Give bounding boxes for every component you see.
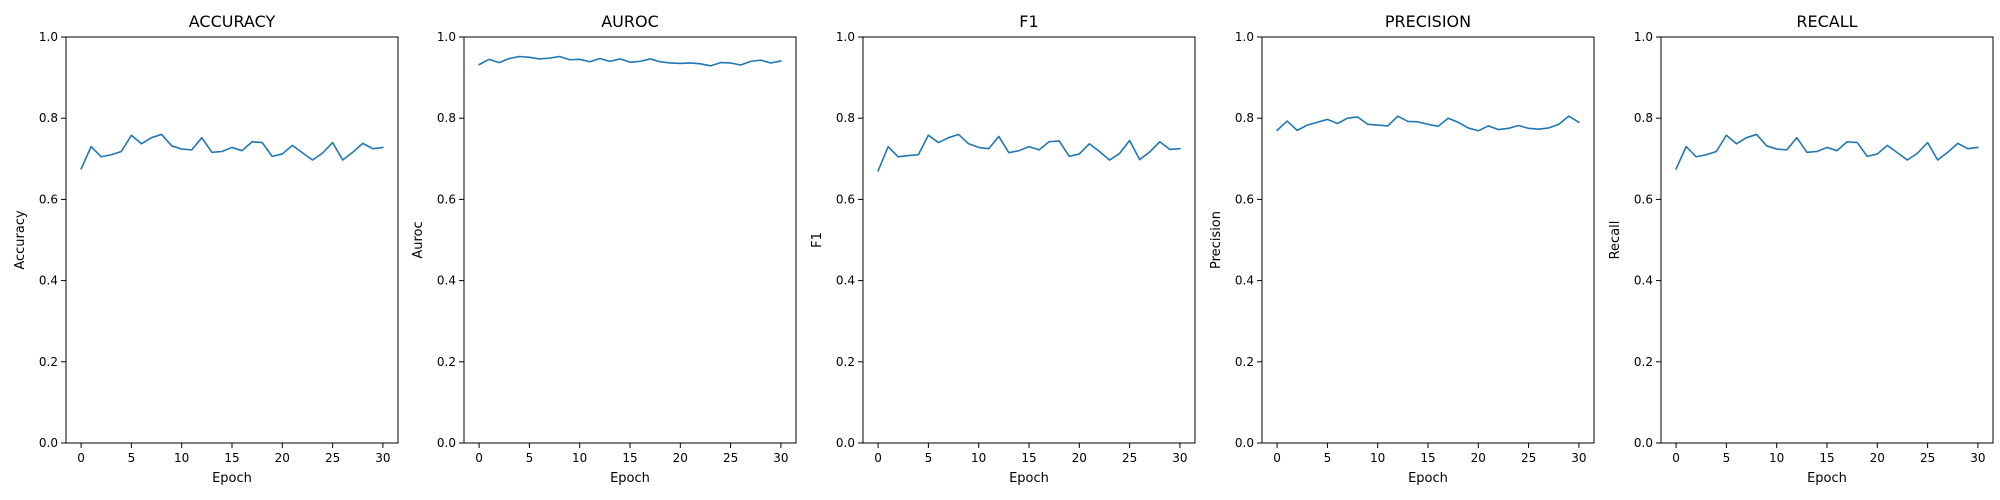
x-tick-label: 10 bbox=[174, 451, 189, 465]
plot-frame bbox=[65, 36, 399, 444]
y-axis-label: F1 bbox=[810, 232, 825, 248]
y-tick-label: 0.6 bbox=[1235, 192, 1254, 206]
y-axis-label: Accuracy bbox=[13, 210, 28, 270]
y-tick-label: 0.8 bbox=[437, 111, 456, 125]
y-tick-label: 0.0 bbox=[1634, 436, 1653, 450]
y-axis-label: Recall bbox=[1608, 221, 1623, 260]
x-tick-label: 25 bbox=[1920, 451, 1935, 465]
x-tick-label: 20 bbox=[673, 451, 688, 465]
x-tick-label: 30 bbox=[1571, 451, 1586, 465]
y-tick-label: 1.0 bbox=[1634, 30, 1653, 44]
plot-frame bbox=[463, 36, 797, 444]
plot-frame bbox=[1261, 36, 1595, 444]
y-tick-label: 0.4 bbox=[836, 274, 855, 288]
series-line bbox=[478, 55, 782, 67]
x-tick-label: 10 bbox=[971, 451, 986, 465]
series-line bbox=[877, 133, 1181, 172]
y-tick-label: 0.2 bbox=[437, 355, 456, 369]
x-axis-label: Epoch bbox=[1807, 471, 1847, 486]
y-tick-label: 0.6 bbox=[437, 192, 456, 206]
x-tick-label: 15 bbox=[1819, 451, 1834, 465]
x-tick-label: 10 bbox=[572, 451, 587, 465]
y-tick-label: 0.0 bbox=[39, 436, 58, 450]
y-tick-label: 1.0 bbox=[1235, 30, 1254, 44]
x-tick-label: 5 bbox=[1324, 451, 1332, 465]
x-tick-label: 25 bbox=[1122, 451, 1137, 465]
y-tick-label: 0.4 bbox=[437, 274, 456, 288]
x-tick-label: 15 bbox=[1021, 451, 1036, 465]
y-tick-label: 0.8 bbox=[1634, 111, 1653, 125]
y-tick-label: 0.8 bbox=[1235, 111, 1254, 125]
y-tick-label: 0.0 bbox=[437, 436, 456, 450]
plot-frame bbox=[862, 36, 1196, 444]
y-tick-label: 0.6 bbox=[836, 192, 855, 206]
y-tick-label: 0.2 bbox=[1634, 355, 1653, 369]
y-tick-label: 1.0 bbox=[836, 30, 855, 44]
x-tick-label: 25 bbox=[325, 451, 340, 465]
x-tick-label: 30 bbox=[773, 451, 788, 465]
x-tick-label: 20 bbox=[1471, 451, 1486, 465]
chart-panel-f1: F1 0.0 0.2 0.4 0.6 0.8 1.0 0 5 10 15 20 25 30 Epoch F1 bbox=[810, 12, 1196, 486]
y-tick-label: 0.6 bbox=[1634, 192, 1653, 206]
y-axis-label: Auroc bbox=[411, 221, 426, 258]
y-tick-label: 0.2 bbox=[1235, 355, 1254, 369]
y-tick-label: 0.2 bbox=[836, 355, 855, 369]
y-tick-label: 0.0 bbox=[836, 436, 855, 450]
y-tick-label: 0.4 bbox=[1634, 274, 1653, 288]
chart-title: RECALL bbox=[1796, 12, 1857, 31]
chart-title: ACCURACY bbox=[189, 12, 276, 31]
x-tick-label: 10 bbox=[1370, 451, 1385, 465]
y-tick-label: 1.0 bbox=[39, 30, 58, 44]
x-tick-label: 20 bbox=[1072, 451, 1087, 465]
x-tick-label: 0 bbox=[77, 451, 85, 465]
x-tick-label: 25 bbox=[723, 451, 738, 465]
y-tick-label: 0.4 bbox=[1235, 274, 1254, 288]
plot-frame bbox=[1660, 36, 1994, 444]
x-axis-label: Epoch bbox=[1009, 471, 1049, 486]
x-axis-label: Epoch bbox=[212, 471, 252, 486]
x-tick-label: 0 bbox=[1273, 451, 1281, 465]
x-tick-label: 0 bbox=[475, 451, 483, 465]
series-line bbox=[80, 133, 384, 170]
chart-panel-recall: RECALL 0.0 0.2 0.4 0.6 0.8 1.0 0 5 10 15 20 25 30 Epoc… bbox=[1608, 12, 1994, 486]
series-line bbox=[1276, 115, 1580, 132]
x-axis-label: Epoch bbox=[1408, 471, 1448, 486]
y-tick-label: 0.8 bbox=[39, 111, 58, 125]
x-tick-label: 20 bbox=[1870, 451, 1885, 465]
x-tick-label: 5 bbox=[526, 451, 534, 465]
x-tick-label: 15 bbox=[224, 451, 239, 465]
x-tick-label: 0 bbox=[874, 451, 882, 465]
x-tick-label: 30 bbox=[1172, 451, 1187, 465]
chart-title: PRECISION bbox=[1385, 12, 1471, 31]
chart-panel-accuracy: ACCURACY 0.0 0.2 0.4 0.6 0.8 1.0 0 5 10 15 20 25 30 Ep… bbox=[13, 12, 399, 486]
chart-title: F1 bbox=[1019, 12, 1038, 31]
x-tick-label: 20 bbox=[275, 451, 290, 465]
y-tick-label: 0.8 bbox=[836, 111, 855, 125]
y-axis-label: Precision bbox=[1209, 211, 1224, 269]
y-tick-label: 0.6 bbox=[39, 192, 58, 206]
x-tick-label: 10 bbox=[1769, 451, 1784, 465]
x-tick-label: 25 bbox=[1521, 451, 1536, 465]
x-tick-label: 5 bbox=[128, 451, 136, 465]
x-tick-label: 30 bbox=[375, 451, 390, 465]
y-tick-label: 1.0 bbox=[437, 30, 456, 44]
chart-title: AUROC bbox=[601, 12, 659, 31]
x-tick-label: 5 bbox=[1723, 451, 1731, 465]
chart-panel-auroc: AUROC 0.0 0.2 0.4 0.6 0.8 1.0 0 5 10 15 20 25 30 Epoch… bbox=[411, 12, 797, 486]
y-tick-label: 0.0 bbox=[1235, 436, 1254, 450]
x-tick-label: 5 bbox=[925, 451, 933, 465]
x-tick-label: 15 bbox=[1420, 451, 1435, 465]
x-axis-label: Epoch bbox=[610, 471, 650, 486]
y-tick-label: 0.2 bbox=[39, 355, 58, 369]
y-tick-label: 0.4 bbox=[39, 274, 58, 288]
x-tick-label: 30 bbox=[1970, 451, 1985, 465]
x-tick-label: 0 bbox=[1672, 451, 1680, 465]
series-line bbox=[1675, 133, 1979, 170]
chart-panel-precision: PRECISION 0.0 0.2 0.4 0.6 0.8 1.0 0 5 10 15 20 25 30 E… bbox=[1209, 12, 1595, 486]
x-tick-label: 15 bbox=[622, 451, 637, 465]
